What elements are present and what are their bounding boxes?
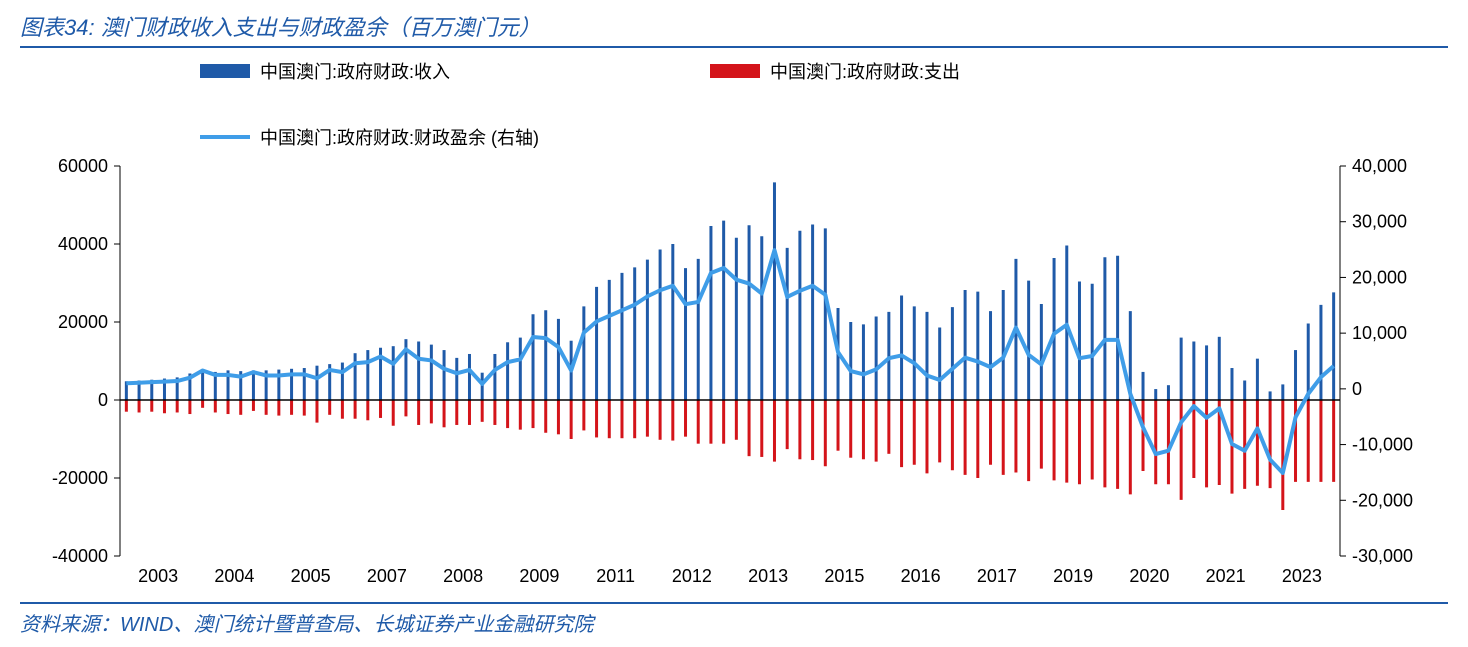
svg-text:10,000: 10,000 [1352,323,1407,343]
chart-title: 图表34: 澳门财政收入支出与财政盈余（百万澳门元） [20,15,541,40]
svg-text:20,000: 20,000 [1352,267,1407,287]
svg-text:60000: 60000 [58,156,108,176]
chart-area: -40000 -20000 0 20000 40000 60000 -30,000 -20,0… [20,156,1440,596]
svg-text:40000: 40000 [58,234,108,254]
svg-text:2013: 2013 [748,566,788,586]
svg-text:2004: 2004 [214,566,254,586]
chart-title-bar: 图表34: 澳门财政收入支出与财政盈余（百万澳门元） [20,10,1448,48]
svg-text:-40000: -40000 [52,546,108,566]
svg-text:40,000: 40,000 [1352,156,1407,176]
legend-surplus-label: 中国澳门:政府财政:财政盈余 (右轴) [260,124,539,150]
svg-text:2019: 2019 [1053,566,1093,586]
svg-text:2007: 2007 [367,566,407,586]
footer-prefix: 资料来源： [20,614,120,636]
svg-text:0: 0 [98,390,108,410]
svg-text:-30,000: -30,000 [1352,546,1413,566]
svg-text:2012: 2012 [672,566,712,586]
title-prefix: 图表 [20,15,64,40]
footer-bar: 资料来源：WIND、澳门统计暨普查局、长城证券产业金融研究院 [20,602,1448,637]
svg-text:2021: 2021 [1206,566,1246,586]
legend-expense: 中国澳门:政府财政:支出 [710,58,960,84]
revenue-swatch [200,64,250,78]
svg-text:2017: 2017 [977,566,1017,586]
svg-text:-20,000: -20,000 [1352,490,1413,510]
legend-surplus: 中国澳门:政府财政:财政盈余 (右轴) [200,124,539,150]
svg-text:2008: 2008 [443,566,483,586]
svg-text:2011: 2011 [596,566,635,586]
svg-text:0: 0 [1352,379,1362,399]
svg-text:2005: 2005 [291,566,331,586]
title-text: 澳门财政收入支出与财政盈余（百万澳门元） [101,15,541,40]
svg-text:30,000: 30,000 [1352,212,1407,232]
svg-text:2015: 2015 [824,566,864,586]
svg-text:20000: 20000 [58,312,108,332]
footer: 资料来源：WIND、澳门统计暨普查局、长城证券产业金融研究院 [20,614,593,636]
legend-expense-label: 中国澳门:政府财政:支出 [770,58,960,84]
legend-revenue: 中国澳门:政府财政:收入 [200,58,450,84]
legend: 中国澳门:政府财政:收入 中国澳门:政府财政:支出 中国澳门:政府财政:财政盈余… [20,58,1448,150]
svg-text:2009: 2009 [519,566,559,586]
svg-text:-20000: -20000 [52,468,108,488]
chart-svg: -40000 -20000 0 20000 40000 60000 -30,000 -20,0… [20,156,1440,596]
svg-text:-10,000: -10,000 [1352,435,1413,455]
legend-revenue-label: 中国澳门:政府财政:收入 [260,58,450,84]
title-number: 34: [64,15,95,40]
expense-swatch [710,64,760,78]
svg-text:2020: 2020 [1129,566,1169,586]
svg-text:2016: 2016 [901,566,941,586]
footer-sources: WIND、澳门统计暨普查局、长城证券产业金融研究院 [120,614,593,636]
surplus-swatch [200,135,250,139]
svg-text:2003: 2003 [138,566,178,586]
svg-text:2023: 2023 [1282,566,1322,586]
